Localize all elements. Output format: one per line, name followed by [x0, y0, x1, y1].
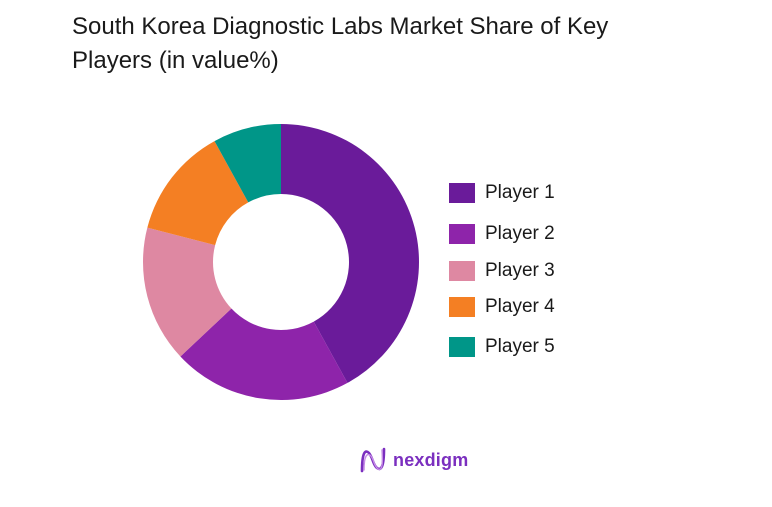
legend-swatch: [449, 261, 475, 281]
legend-swatch: [449, 183, 475, 203]
legend-item-player-3: Player 3: [449, 260, 649, 282]
legend-label: Player 5: [485, 336, 555, 357]
chart-title-line-2: Players (in value%): [72, 47, 279, 74]
legend-swatch: [449, 224, 475, 244]
legend-item-player-2: Player 2: [449, 223, 649, 245]
donut-slice-player-2: [180, 308, 348, 401]
nexdigm-logo: nexdigm: [359, 447, 468, 473]
donut-slice-player-1: [281, 124, 419, 383]
legend-item-player-5: Player 5: [449, 336, 649, 358]
legend-label: Player 1: [485, 182, 555, 203]
donut-slice-player-4: [147, 141, 249, 246]
legend-swatch: [449, 297, 475, 317]
nexdigm-wave-icon: [360, 447, 386, 473]
donut-slice-player-3: [143, 227, 232, 357]
chart-title: South Korea Diagnostic Labs Market Share…: [72, 10, 732, 78]
legend-label: Player 3: [485, 260, 555, 281]
donut-slice-player-5: [214, 124, 281, 203]
chart-title-line-1: South Korea Diagnostic Labs Market Share…: [72, 13, 609, 40]
logo-text: nexdigm: [393, 449, 469, 470]
legend-item-player-1: Player 1: [449, 182, 649, 204]
legend-label: Player 2: [485, 223, 555, 244]
legend-label: Player 4: [485, 296, 555, 317]
legend-item-player-4: Player 4: [449, 296, 649, 318]
legend-swatch: [449, 337, 475, 357]
